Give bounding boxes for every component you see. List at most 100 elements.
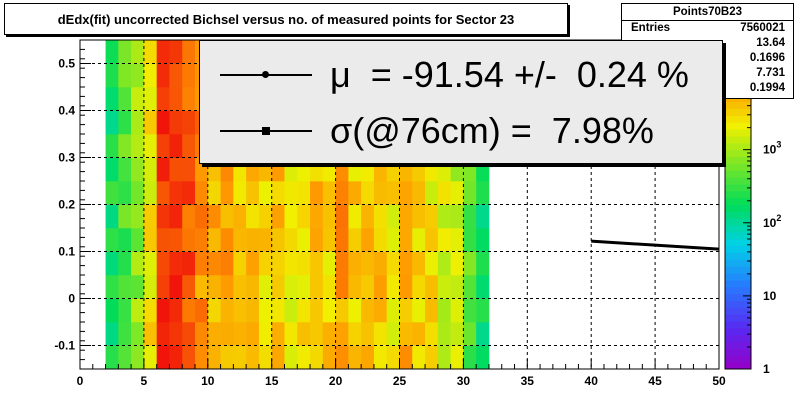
palette-swatch (725, 170, 751, 178)
heatmap-cell (233, 204, 247, 229)
heatmap-cell (118, 157, 132, 182)
heatmap-cell (271, 275, 285, 299)
heatmap-cell (233, 251, 247, 276)
heatmap-cell (335, 204, 349, 229)
heatmap-cell (143, 345, 157, 370)
heatmap-cell (143, 181, 157, 205)
heatmap-cell (182, 157, 196, 182)
heatmap-cell (258, 204, 272, 229)
heatmap-cell (195, 322, 209, 346)
heatmap-cell (143, 110, 157, 135)
heatmap-cell (118, 251, 132, 276)
heatmap-cell (476, 298, 490, 323)
heatmap-cell (425, 322, 439, 346)
heatmap-cell (335, 322, 349, 346)
heatmap-cell (412, 204, 426, 229)
heatmap-cell (322, 204, 336, 229)
heatmap-cell (131, 181, 145, 205)
heatmap-cell (373, 298, 388, 323)
heatmap-cell (233, 228, 247, 252)
heatmap-cell (207, 322, 221, 346)
heatmap-cell (118, 322, 132, 346)
heatmap-cell (399, 251, 413, 276)
palette-swatch (725, 327, 751, 336)
heatmap-cell (143, 228, 157, 252)
heatmap-cell (143, 204, 157, 229)
heatmap-cell (476, 181, 490, 205)
heatmap-cell (169, 40, 183, 64)
heatmap-cell (220, 251, 234, 276)
heatmap-cell (425, 228, 439, 252)
x-tick-label: 25 (393, 374, 407, 388)
heatmap-cell (118, 87, 132, 111)
heatmap-cell (271, 228, 285, 252)
heatmap-cell (284, 251, 298, 276)
heatmap-cell (258, 275, 272, 299)
heatmap-cell (118, 181, 132, 205)
heatmap-cell (131, 63, 145, 88)
heatmap-cell (335, 275, 349, 299)
heatmap-cell (156, 275, 170, 299)
palette-swatch (725, 348, 751, 356)
heatmap-cell (284, 275, 298, 299)
heatmap-cell (386, 298, 400, 323)
heatmap-cell (463, 298, 477, 323)
heatmap-cell (156, 345, 170, 370)
heatmap-cell (297, 181, 311, 205)
heatmap-cell (322, 228, 336, 252)
heatmap-cell (476, 228, 490, 252)
legend-circle-marker (262, 71, 269, 78)
palette-swatch (725, 266, 751, 274)
palette-tick-label: 10 (763, 289, 777, 303)
heatmap-cell (297, 322, 311, 346)
heatmap-cell (361, 298, 375, 323)
heatmap-cell (297, 251, 311, 276)
palette-swatch (725, 101, 751, 110)
heatmap-cell (195, 204, 209, 229)
heatmap-cell (348, 181, 362, 205)
heatmap-cell (310, 251, 324, 276)
heatmap-cell (361, 251, 375, 276)
heatmap-cell (182, 251, 196, 276)
stats-row-entries: Entries 7560021 (631, 22, 785, 34)
heatmap-cell (169, 181, 183, 205)
heatmap-cell (156, 204, 170, 229)
heatmap-cell (169, 322, 183, 346)
heatmap-cell (182, 181, 196, 205)
heatmap-cell (437, 228, 451, 252)
heatmap-cell (399, 204, 413, 229)
heatmap-cell (105, 275, 119, 299)
legend-text-sigma: σ(@76cm) = 7.98% (330, 110, 654, 151)
heatmap-cell (182, 110, 196, 135)
heatmap-cell (335, 298, 349, 323)
heatmap-cell (220, 345, 234, 370)
palette-swatch (725, 293, 751, 301)
heatmap-cell (105, 40, 119, 64)
heatmap-cell (322, 298, 336, 323)
heatmap-cell (131, 275, 145, 299)
heatmap-cell (386, 322, 400, 346)
heatmap-cell (361, 228, 375, 252)
x-tick-label: 30 (457, 374, 471, 388)
heatmap-cell (386, 204, 400, 229)
stats-title: Points70B23 (622, 4, 793, 21)
chart-title: dEdx(fit) uncorrected Bichsel versus no.… (4, 3, 568, 35)
heatmap-cell (412, 322, 426, 346)
heatmap-cell (143, 275, 157, 299)
heatmap-cell (463, 181, 477, 205)
heatmap-cell (143, 134, 157, 158)
palette-swatch (725, 129, 751, 137)
heatmap-cell (105, 322, 119, 346)
heatmap-cell (169, 87, 183, 111)
palette-tick-label: 102 (763, 213, 781, 230)
heatmap-cell (463, 204, 477, 229)
y-tick-label: 0.4 (58, 104, 75, 118)
heatmap-cell (233, 298, 247, 323)
x-tick-label: 0 (77, 374, 84, 388)
heatmap-cell (412, 298, 426, 323)
heatmap-cell (169, 275, 183, 299)
heatmap-cell (310, 322, 324, 346)
heatmap-cell (182, 204, 196, 229)
palette-swatch (725, 142, 751, 151)
heatmap-cell (195, 181, 209, 205)
